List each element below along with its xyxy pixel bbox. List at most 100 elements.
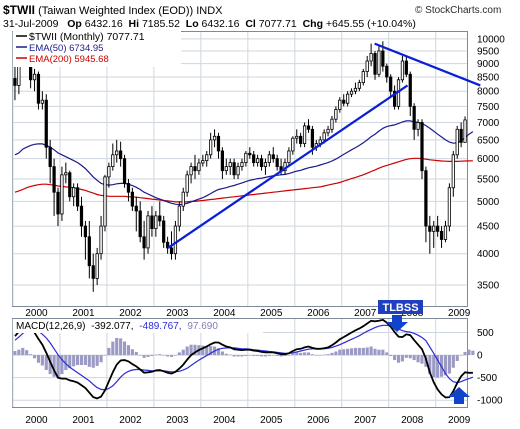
macd-y-tick-label: 500 <box>477 328 494 339</box>
candle-down <box>119 150 123 160</box>
macd-hist-bar <box>299 352 303 356</box>
x-tick-label: 2000 <box>25 308 48 319</box>
macd-hist-bar <box>32 355 37 359</box>
candle-down <box>412 105 416 130</box>
price-y-tick-label: 3500 <box>477 280 500 291</box>
macd-hist-bar <box>95 355 99 366</box>
candle-up <box>212 135 217 141</box>
high-label: Hi <box>128 18 140 30</box>
change-label: Chg <box>302 18 323 30</box>
candle-up <box>400 60 405 81</box>
candle-up <box>349 90 354 95</box>
candle-up <box>330 118 334 130</box>
x-tick-label: 2004 <box>213 308 236 319</box>
up-arrow-icon <box>448 387 470 404</box>
macd-hist-bar <box>463 351 467 356</box>
x-tick-label: 2006 <box>307 308 330 319</box>
tlbss-annotation: TLBSS <box>378 300 423 332</box>
candle-up <box>295 135 299 139</box>
header-line-2: 31-Jul-2009 Op 6432.16 Hi 7185.52 Lo 643… <box>3 18 416 30</box>
candle-up <box>451 154 455 189</box>
macd-hist-bar <box>205 346 209 356</box>
candle-down <box>44 99 48 148</box>
macd-y-ticks: -1000 -500 0 500 <box>477 328 503 407</box>
macd-hist-bar <box>408 355 412 359</box>
x-tick-label: 2001 <box>72 308 95 319</box>
header-line-1: $TWII (Taiwan Weighted Index (EOD)) INDX <box>3 3 223 17</box>
macd-hist-bar <box>252 355 256 357</box>
candle-up <box>197 162 201 172</box>
macd-hist-bar <box>283 355 287 357</box>
macd-hist-bar <box>68 355 72 369</box>
candle-up <box>463 119 467 143</box>
macd-hist-bar <box>87 355 91 367</box>
candle-down <box>424 170 428 227</box>
close-label: Cl <box>245 18 256 30</box>
macd-legend-signal: -489.767, <box>139 321 181 332</box>
candle-up <box>32 73 37 81</box>
macd-hist-bar <box>455 355 459 361</box>
macd-hist-bar <box>189 344 193 356</box>
bottom-x-tick-label: 2005 <box>260 415 283 426</box>
candle-up <box>60 174 64 215</box>
price-y-tick-label: 4000 <box>477 249 500 260</box>
candle-up <box>228 162 232 168</box>
candle-down <box>150 215 154 230</box>
candle-up <box>369 53 373 62</box>
symbol: $TWII <box>3 3 35 17</box>
candle-up <box>326 128 330 134</box>
macd-hist-bar <box>381 349 385 356</box>
candle-up <box>236 166 240 176</box>
candle-up <box>189 166 193 176</box>
macd-hist-bar <box>119 338 123 356</box>
macd-hist-bar <box>389 355 393 357</box>
candle-up <box>338 99 342 110</box>
macd-hist-bar <box>193 344 197 356</box>
candle-down <box>248 152 252 156</box>
candle-down <box>259 158 264 168</box>
macd-hist-bar <box>436 355 440 378</box>
candle-down <box>275 158 279 168</box>
macd-hist-bar <box>271 355 275 356</box>
macd-hist-bar <box>154 354 158 356</box>
candle-up <box>287 150 291 163</box>
candle-down <box>232 162 236 176</box>
candle-down <box>299 135 303 144</box>
price-y-tick-label: 5000 <box>477 197 500 208</box>
exchange: INDX <box>196 5 223 17</box>
ema50-line <box>14 120 474 206</box>
candle-up <box>224 166 228 172</box>
watermark: © StockCharts.com <box>415 5 502 16</box>
macd-hist-bar <box>115 337 119 356</box>
candle-up <box>443 225 448 240</box>
macd-hist-bar <box>142 355 146 358</box>
macd-hist-bar <box>263 355 268 357</box>
bottom-x-tick-label: 2008 <box>401 415 424 426</box>
price-y-tick-label: 7500 <box>477 102 500 113</box>
candle-up <box>205 154 209 162</box>
candle-down <box>193 166 197 172</box>
candle-down <box>36 73 41 104</box>
macd-hist-bar <box>353 347 358 356</box>
price-y-tick-label: 7000 <box>477 118 500 129</box>
macd-hist-bar <box>334 351 338 356</box>
macd-hist-bar <box>91 355 95 368</box>
candle-up <box>447 187 452 227</box>
macd-hist-bar <box>471 350 475 356</box>
macd-hist-bar <box>287 355 291 356</box>
macd-hist-bar <box>412 355 416 361</box>
macd-hist-bar <box>224 353 228 356</box>
candle-down <box>459 128 463 143</box>
candle-up <box>107 166 111 178</box>
candle-down <box>169 247 174 255</box>
macd-hist-bar <box>126 345 131 356</box>
macd-hist-bar <box>209 346 213 356</box>
candle-up <box>244 152 248 163</box>
macd-hist-bar <box>451 355 455 368</box>
macd-hist-bar <box>48 355 52 375</box>
candle-up <box>353 87 358 92</box>
macd-hist-bar <box>338 349 342 356</box>
macd-hist-bar <box>122 341 127 356</box>
macd-hist-bar <box>303 352 307 356</box>
candle-down <box>91 265 95 279</box>
